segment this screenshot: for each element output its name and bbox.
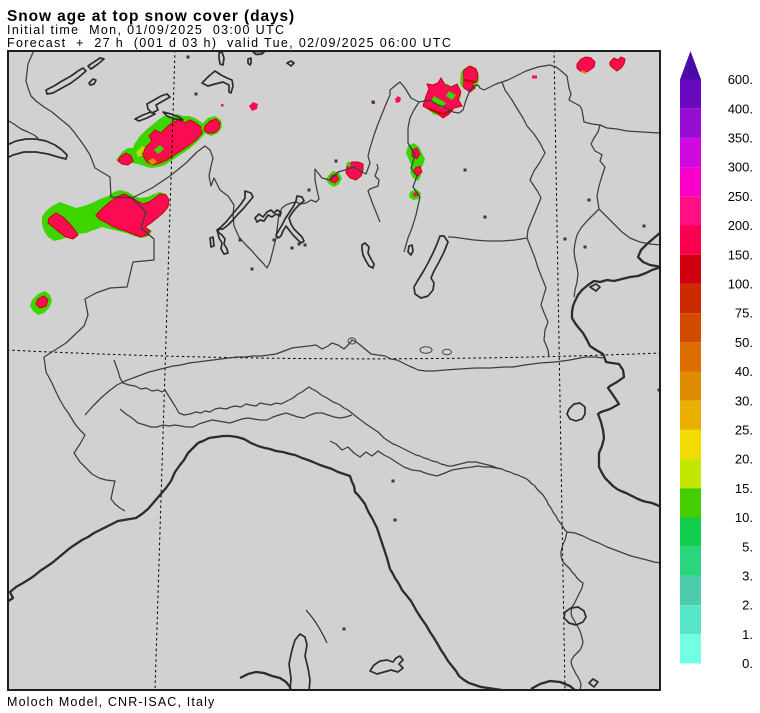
- svg-text:Forecast + 27 h (001 d 03 h: Forecast + 27 h (001 d 03 h) valid Tue, …: [7, 36, 452, 50]
- svg-text:0.: 0.: [742, 656, 753, 671]
- svg-text:Snow age at top snow cover (da: Snow age at top snow cover (days): [7, 8, 295, 25]
- svg-text:5.: 5.: [742, 539, 753, 554]
- svg-text:3.: 3.: [742, 569, 753, 584]
- svg-text:1.: 1.: [742, 627, 753, 642]
- svg-text:350.: 350.: [728, 131, 753, 146]
- svg-text:400.: 400.: [728, 101, 753, 116]
- svg-text:40.: 40.: [735, 364, 753, 379]
- svg-text:10.: 10.: [735, 510, 753, 525]
- svg-text:15.: 15.: [735, 481, 753, 496]
- svg-text:30.: 30.: [735, 393, 753, 408]
- svg-text:150.: 150.: [728, 247, 753, 262]
- svg-text:Initial time Mon, 01/09/2025: Initial time Mon, 01/09/2025 03:00 UTC: [7, 23, 285, 37]
- svg-text:Moloch Model, CNR-ISAC, Italy: Moloch Model, CNR-ISAC, Italy: [7, 695, 215, 709]
- svg-text:25.: 25.: [735, 423, 753, 438]
- svg-text:250.: 250.: [728, 189, 753, 204]
- svg-text:300.: 300.: [728, 160, 753, 175]
- svg-text:2.: 2.: [742, 598, 753, 613]
- svg-text:100.: 100.: [728, 277, 753, 292]
- svg-text:200.: 200.: [728, 218, 753, 233]
- svg-text:600.: 600.: [728, 72, 753, 87]
- svg-text:75.: 75.: [735, 306, 753, 321]
- svg-text:50.: 50.: [735, 335, 753, 350]
- svg-text:20.: 20.: [735, 452, 753, 467]
